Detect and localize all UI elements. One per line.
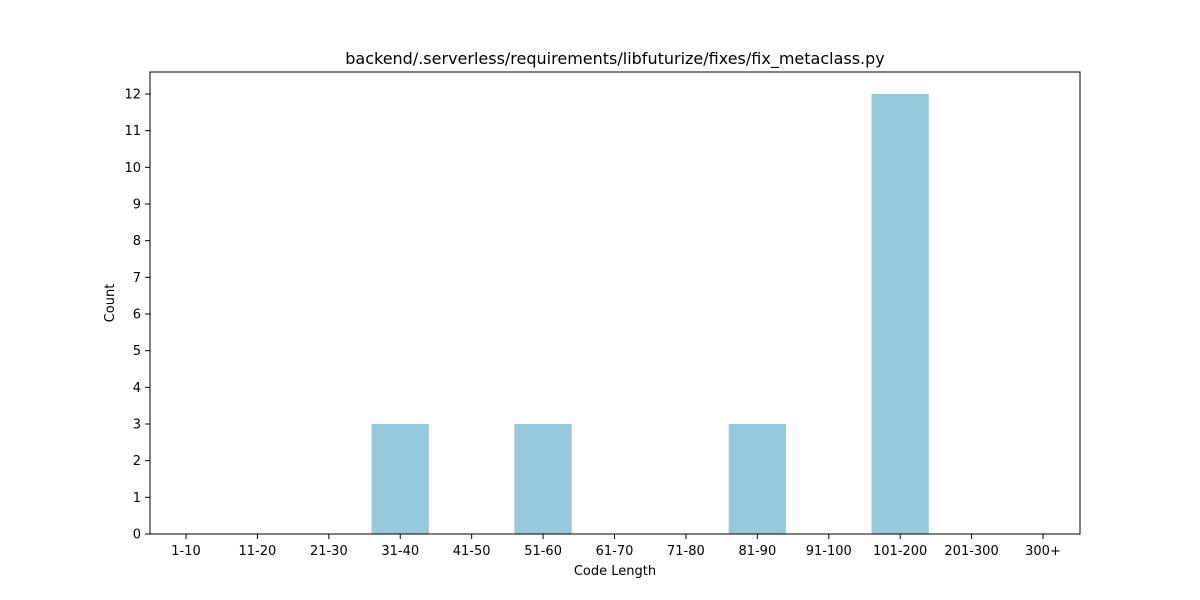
y-tick-label: 4 [133, 381, 141, 396]
y-tick-label: 1 [133, 491, 141, 506]
bar-31-40 [371, 424, 429, 534]
y-tick-label: 11 [124, 124, 141, 139]
y-axis-label: Count [103, 284, 118, 323]
y-tick-label: 5 [133, 344, 141, 359]
bar-51-60 [514, 424, 572, 534]
x-tick-label: 201-300 [944, 544, 998, 559]
x-axis-ticks: 1-10 11-20 21-30 31-40 41-50 51-60 61-70 71-80 8… [171, 534, 1061, 559]
y-tick-label: 9 [133, 198, 141, 213]
y-tick-label: 8 [133, 234, 141, 249]
x-tick-label: 300+ [1025, 544, 1061, 559]
y-tick-label: 0 [133, 528, 141, 543]
y-tick-label: 7 [133, 271, 141, 286]
x-tick-label: 21-30 [310, 544, 348, 559]
x-tick-label: 91-100 [806, 544, 852, 559]
x-tick-label: 71-80 [667, 544, 705, 559]
chart-title: backend/.serverless/requirements/libfutu… [345, 49, 885, 69]
x-tick-label: 1-10 [171, 544, 201, 559]
bar-81-90 [728, 424, 786, 534]
x-tick-label: 31-40 [381, 544, 419, 559]
x-tick-label: 41-50 [453, 544, 491, 559]
y-tick-label: 2 [133, 454, 141, 469]
x-tick-label: 61-70 [596, 544, 634, 559]
x-tick-label: 11-20 [239, 544, 277, 559]
x-axis-label: Code Length [574, 564, 656, 579]
plot-frame [149, 71, 1081, 535]
y-tick-label: 3 [133, 418, 141, 433]
y-tick-label: 6 [133, 308, 141, 323]
x-tick-label: 51-60 [524, 544, 562, 559]
y-tick-label: 12 [124, 88, 141, 103]
x-tick-label: 101-200 [873, 544, 927, 559]
bars-group [371, 94, 929, 534]
x-tick-label: 81-90 [738, 544, 776, 559]
bar-101-200 [871, 94, 929, 534]
y-tick-label: 10 [124, 161, 141, 176]
